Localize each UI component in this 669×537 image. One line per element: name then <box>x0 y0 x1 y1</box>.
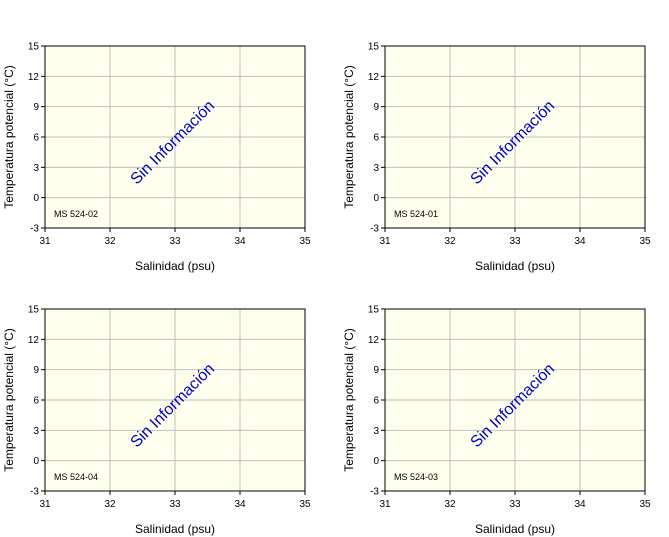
station-label: MS 524-03 <box>394 472 438 482</box>
y-tick-label: 9 <box>373 102 379 113</box>
y-tick-label: 9 <box>373 365 379 376</box>
y-tick-label: 6 <box>373 133 379 144</box>
x-tick-label: 34 <box>234 499 246 510</box>
y-tick-label: 12 <box>368 72 380 83</box>
y-tick-label: 3 <box>373 163 379 174</box>
ts-chart-panel: 15 12 9 6 3 0 -331 32 33 34 35 Salinidad (psu) Tempe… <box>342 42 651 274</box>
y-axis-label: Temperatura potencial (°C) <box>342 328 356 472</box>
x-tick-label: 35 <box>299 499 311 510</box>
y-tick-label: 0 <box>373 193 379 204</box>
x-tick-label: 32 <box>444 236 456 247</box>
y-tick-label: 12 <box>368 335 380 346</box>
y-tick-label: 12 <box>28 72 40 83</box>
x-tick-label: 34 <box>574 499 586 510</box>
x-tick-label: 34 <box>574 236 586 247</box>
x-tick-label: 31 <box>39 236 51 247</box>
y-tick-label: 12 <box>28 335 40 346</box>
y-tick-label: 3 <box>33 426 39 437</box>
ts-chart-panel: 15 12 9 6 3 0 -331 32 33 34 35 Salinidad (psu) Tempe… <box>2 305 311 537</box>
y-tick-label: 0 <box>33 193 39 204</box>
x-tick-label: 32 <box>444 499 456 510</box>
x-axis-label: Salinidad (psu) <box>475 259 555 273</box>
y-tick-label: 15 <box>368 305 380 316</box>
ts-chart-panel: 15 12 9 6 3 0 -331 32 33 34 35 Salinidad (psu) Tempe… <box>342 305 651 537</box>
x-axis-label: Salinidad (psu) <box>475 522 555 536</box>
station-label: MS 524-02 <box>54 209 98 219</box>
station-label: MS 524-01 <box>394 209 438 219</box>
y-tick-label: -3 <box>370 487 379 498</box>
y-tick-label: -3 <box>30 224 39 235</box>
y-tick-label: 15 <box>368 42 380 53</box>
x-tick-label: 35 <box>639 499 651 510</box>
x-axis-label: Salinidad (psu) <box>135 522 215 536</box>
x-tick-label: 35 <box>299 236 311 247</box>
y-tick-label: 15 <box>28 42 40 53</box>
y-axis-label: Temperatura potencial (°C) <box>342 65 356 209</box>
y-tick-label: 6 <box>373 396 379 407</box>
y-tick-label: 3 <box>33 163 39 174</box>
x-tick-label: 32 <box>104 236 116 247</box>
y-tick-label: 9 <box>33 102 39 113</box>
station-label: MS 524-04 <box>54 472 98 482</box>
ts-chart-panel: 15 12 9 6 3 0 -331 32 33 34 35 Salinidad (psu) Tempe… <box>2 42 311 274</box>
x-tick-label: 33 <box>509 236 521 247</box>
y-axis-label: Temperatura potencial (°C) <box>2 65 16 209</box>
x-tick-label: 33 <box>169 499 181 510</box>
y-tick-label: 6 <box>33 396 39 407</box>
y-tick-label: 6 <box>33 133 39 144</box>
x-tick-label: 32 <box>104 499 116 510</box>
x-tick-label: 31 <box>379 499 391 510</box>
y-axis-label: Temperatura potencial (°C) <box>2 328 16 472</box>
x-tick-label: 34 <box>234 236 246 247</box>
y-tick-label: 15 <box>28 305 40 316</box>
y-tick-label: 3 <box>373 426 379 437</box>
x-axis-label: Salinidad (psu) <box>135 259 215 273</box>
y-tick-label: -3 <box>30 487 39 498</box>
x-tick-label: 31 <box>39 499 51 510</box>
y-tick-label: 0 <box>373 456 379 467</box>
x-tick-label: 31 <box>379 236 391 247</box>
x-tick-label: 35 <box>639 236 651 247</box>
x-tick-label: 33 <box>169 236 181 247</box>
y-tick-label: -3 <box>370 224 379 235</box>
y-tick-label: 0 <box>33 456 39 467</box>
y-tick-label: 9 <box>33 365 39 376</box>
x-tick-label: 33 <box>509 499 521 510</box>
